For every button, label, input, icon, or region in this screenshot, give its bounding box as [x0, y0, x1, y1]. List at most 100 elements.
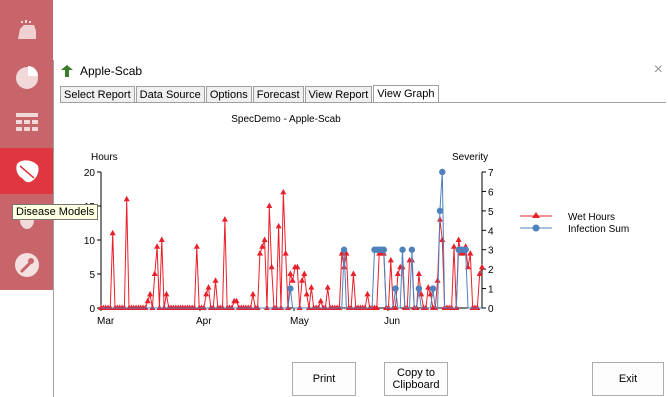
data-point-wet-hours: [261, 236, 268, 242]
y2-tick-label: 7: [488, 168, 494, 179]
exit-button[interactable]: Exit: [592, 362, 664, 396]
data-point-wet-hours: [275, 222, 282, 229]
data-point-wet-hours: [212, 277, 219, 283]
sidebar-item-disease-models[interactable]: [0, 148, 53, 194]
data-point-wet-hours: [362, 304, 369, 310]
data-point-wet-hours: [142, 304, 149, 310]
data-point-wet-hours: [121, 304, 128, 310]
print-button-label: Print: [312, 373, 336, 385]
data-point-wet-hours: [415, 270, 422, 276]
data-point-wet-hours: [394, 270, 401, 276]
tab-forecast[interactable]: Forecast: [252, 86, 304, 103]
chart-title: SpecDemo - Apple-Scab: [231, 114, 341, 125]
data-point-wet-hours: [322, 304, 329, 310]
data-point-wet-hours: [273, 304, 280, 310]
x-tick-label: Mar: [97, 316, 115, 327]
data-point-wet-hours: [448, 304, 455, 310]
data-point-wet-hours: [336, 304, 343, 310]
data-point-wet-hours: [439, 236, 446, 242]
data-point-wet-hours: [343, 250, 350, 256]
data-point-wet-hours: [450, 243, 457, 249]
sidebar-item-weather[interactable]: [0, 9, 53, 55]
data-point-wet-hours: [324, 284, 331, 290]
data-point-wet-hours: [348, 304, 355, 310]
data-point-wet-hours: [144, 297, 151, 304]
y2-axis-label: Severity: [452, 152, 488, 163]
data-point-wet-hours: [289, 277, 296, 283]
y2-tick-label: 3: [488, 246, 494, 257]
data-point-wet-hours: [151, 270, 158, 276]
data-point-wet-hours: [163, 290, 170, 297]
legend-marker: [532, 224, 540, 232]
data-point-wet-hours: [277, 304, 284, 310]
data-point-wet-hours: [200, 304, 207, 310]
tree-icon: [61, 65, 73, 77]
data-point-wet-hours: [203, 290, 210, 297]
wrench-icon: [14, 253, 39, 277]
data-point-wet-hours: [338, 250, 345, 256]
data-point-wet-hours: [161, 304, 168, 310]
data-point-wet-hours: [422, 304, 429, 310]
y2-tick-label: 6: [488, 187, 494, 198]
sidebar-item-tools[interactable]: [0, 242, 53, 288]
title-bar: Apple-Scab ×: [54, 60, 668, 82]
data-point-infection-sum: [380, 246, 388, 253]
data-point-wet-hours: [221, 216, 228, 222]
data-point-wet-hours: [282, 250, 289, 256]
x-tick-label: May: [290, 316, 309, 327]
data-point-wet-hours: [266, 202, 273, 208]
data-point-wet-hours: [308, 284, 315, 290]
copy-label-line1: Copy to: [397, 367, 435, 379]
print-button[interactable]: Print: [292, 362, 356, 396]
data-point-wet-hours: [205, 284, 212, 290]
data-point-wet-hours: [149, 304, 156, 310]
data-point-wet-hours: [315, 304, 322, 310]
sidebar-item-charts[interactable]: [0, 54, 53, 100]
data-point-wet-hours: [387, 256, 394, 263]
y2-tick-label: 4: [488, 226, 494, 237]
data-point-infection-sum: [439, 168, 446, 176]
data-point-wet-hours: [268, 263, 275, 270]
data-point-wet-hours: [467, 250, 474, 256]
data-point-infection-sum: [462, 246, 469, 253]
y-tick-label: 0: [89, 304, 95, 315]
y-tick-label: 20: [84, 168, 96, 179]
window-title: Apple-Scab: [80, 64, 143, 78]
data-point-wet-hours: [247, 304, 254, 310]
tooltip: Disease Models: [12, 204, 99, 220]
y-tick-label: 10: [84, 236, 96, 247]
close-icon[interactable]: ×: [653, 61, 663, 78]
tab-view-graph[interactable]: View Graph: [373, 85, 439, 103]
tab-view-report[interactable]: View Report: [304, 86, 373, 103]
legend-marker: [532, 212, 540, 218]
tab-data-source[interactable]: Data Source: [135, 86, 205, 103]
data-point-wet-hours: [256, 250, 263, 256]
y2-tick-label: 2: [488, 265, 494, 276]
tab-select-report[interactable]: Select Report: [60, 86, 135, 103]
data-point-infection-sum: [429, 285, 437, 292]
x-tick-label: Apr: [196, 316, 212, 327]
y2-tick-label: 5: [488, 207, 494, 218]
data-point-wet-hours: [303, 290, 310, 297]
y2-tick-label: 0: [488, 304, 494, 315]
tab-bar: Select Report Data Source Options Foreca…: [60, 85, 440, 103]
data-point-wet-hours: [434, 277, 441, 283]
tab-options[interactable]: Options: [205, 86, 252, 103]
table-icon: [15, 113, 38, 131]
data-point-wet-hours: [294, 263, 301, 270]
data-point-wet-hours: [399, 263, 406, 270]
pie-chart-icon: [15, 66, 38, 89]
sidebar-item-reports[interactable]: [0, 100, 53, 146]
legend-label: Wet Hours: [568, 212, 615, 223]
data-point-wet-hours: [263, 304, 270, 310]
data-point-infection-sum: [436, 207, 444, 215]
data-point-wet-hours: [219, 304, 226, 310]
data-point-wet-hours: [254, 304, 261, 310]
data-point-wet-hours: [341, 263, 348, 270]
data-point-wet-hours: [147, 290, 154, 297]
data-point-wet-hours: [287, 270, 294, 276]
copy-label-line2: Clipboard: [392, 379, 440, 391]
data-point-infection-sum: [408, 246, 416, 253]
copy-to-clipboard-button[interactable]: Copy to Clipboard: [384, 362, 448, 396]
data-point-wet-hours: [210, 304, 217, 310]
